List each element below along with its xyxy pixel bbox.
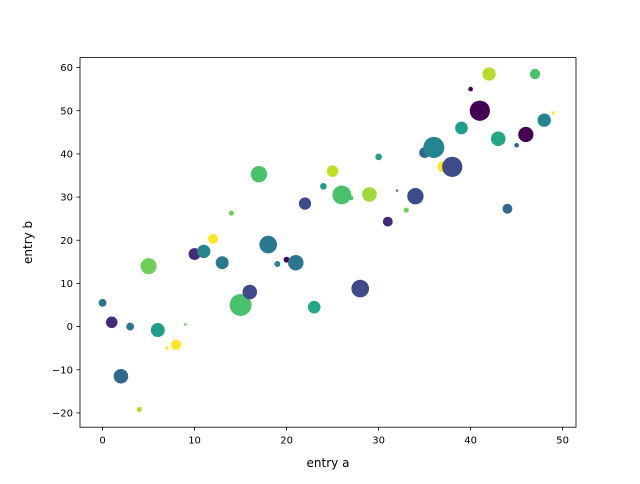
data-point [242,284,258,300]
data-point [326,165,339,177]
data-point [298,197,312,210]
data-point [332,185,352,205]
data-point [126,322,135,331]
data-point [395,189,399,192]
data-point [140,258,157,275]
data-point [283,256,290,263]
data-point [375,153,382,161]
data-point [229,294,252,316]
data-point [165,346,169,350]
x-tick-label: 40 [464,436,477,447]
data-point [442,156,463,177]
data-point [113,368,129,384]
points-layer [98,67,556,413]
data-point [351,279,370,298]
data-point [514,142,519,148]
data-point [529,68,541,80]
x-tick-label: 0 [99,436,105,447]
data-point [274,261,281,267]
data-point [469,100,490,121]
x-tick-label: 30 [372,436,385,447]
y-tick-label: 30 [60,193,73,204]
x-axis-label: entry a [307,456,350,470]
data-point [482,67,496,81]
plot-frame [79,57,577,428]
data-point [455,121,468,135]
data-point [468,86,473,92]
data-point [98,298,107,307]
y-tick-label: −20 [52,409,73,420]
data-point [407,188,424,205]
data-point [197,244,211,259]
data-point [150,323,165,338]
data-point [348,195,354,201]
data-point [490,131,506,147]
x-tick-label: 10 [188,436,201,447]
data-point [502,203,513,214]
x-tick-label: 50 [556,436,569,447]
data-point [171,339,182,350]
data-point [423,136,445,158]
data-point [184,323,187,326]
data-point [518,126,534,143]
data-point [320,182,327,190]
data-point [136,406,142,413]
y-tick-label: 60 [60,63,73,74]
data-point [307,300,321,314]
data-point [259,235,278,254]
data-point [382,216,393,227]
y-axis-label: entry b [21,221,35,264]
x-axis: 0 10 20 30 40 50 [99,427,569,447]
data-point [105,316,118,329]
data-point [250,166,268,183]
data-point [362,187,377,202]
y-tick-label: 0 [67,322,73,333]
data-point [228,210,234,216]
data-point [403,207,409,213]
data-point [551,111,556,115]
y-tick-label: 10 [60,279,73,290]
y-tick-label: 40 [60,149,73,160]
data-point [208,234,218,244]
y-tick-label: 20 [60,236,73,247]
y-tick-label: −10 [52,365,73,376]
y-axis: −20 −10 0 10 20 30 40 50 60 [52,63,80,420]
data-point [288,254,304,271]
data-point [215,256,229,270]
data-point [537,113,551,127]
y-tick-label: 50 [60,106,73,117]
x-tick-label: 20 [280,436,293,447]
